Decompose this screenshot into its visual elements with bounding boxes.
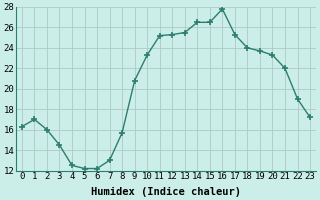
X-axis label: Humidex (Indice chaleur): Humidex (Indice chaleur) — [91, 186, 241, 197]
